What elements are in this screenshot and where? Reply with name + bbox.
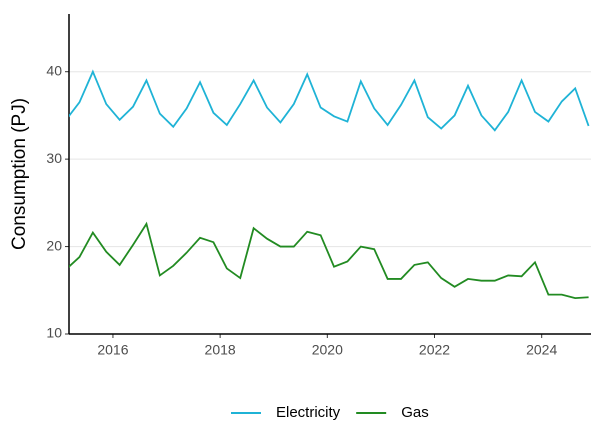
x-tick-label: 2018 — [205, 342, 236, 358]
legend-label: Gas — [401, 404, 429, 421]
line-series — [69, 69, 590, 132]
legend-label: Electricity — [276, 404, 341, 421]
y-tick-label: 30 — [46, 150, 62, 166]
y-tick-label: 20 — [46, 237, 62, 253]
x-tick-label: 2020 — [312, 342, 343, 358]
line-series — [69, 221, 589, 300]
x-tick-label: 2022 — [419, 342, 450, 358]
x-tick-label: 2016 — [97, 342, 128, 358]
y-tick-label: 10 — [46, 325, 62, 341]
y-axis-label: Consumption (PJ) — [9, 98, 30, 250]
x-tick-label: 2024 — [526, 342, 557, 358]
y-tick-label: 40 — [46, 62, 62, 78]
